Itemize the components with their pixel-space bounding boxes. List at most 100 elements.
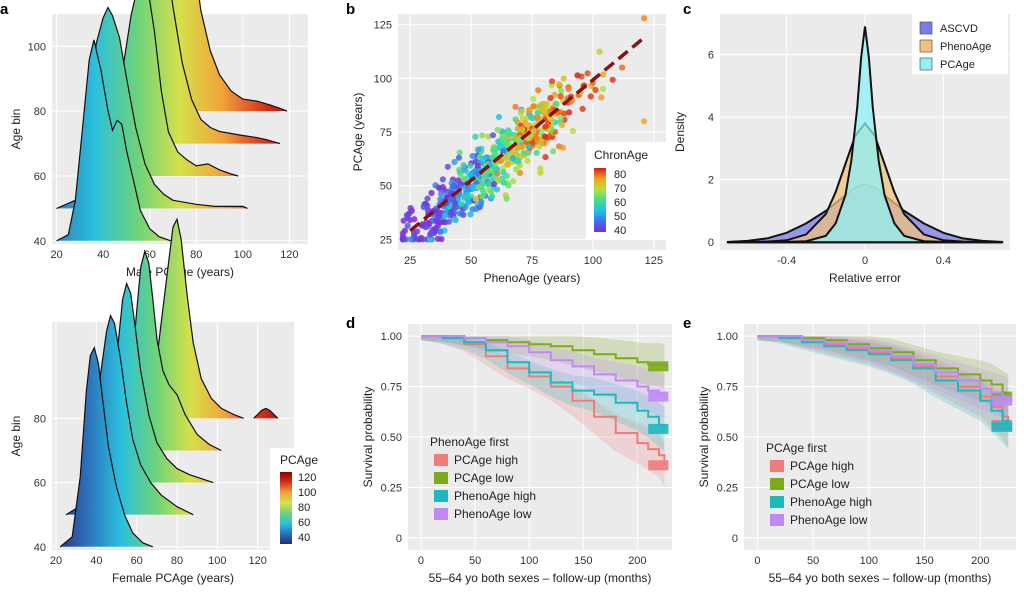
scatter-point [458, 200, 465, 207]
scatter-point [478, 198, 485, 206]
scatter-point [489, 193, 496, 200]
legend-entry: PCAge low [790, 477, 850, 491]
scatter-point [535, 87, 542, 94]
y-tick-label: 80 [34, 413, 46, 425]
scatter-point [469, 206, 476, 213]
scatter-point [505, 130, 512, 137]
scatter-point [504, 161, 511, 168]
scatter-point [598, 94, 605, 101]
scatter-point [414, 228, 421, 235]
legend-entry: PhenoAge high [454, 489, 536, 503]
panel-label: e [683, 315, 691, 332]
scatter-point [485, 133, 492, 140]
scatter-point [489, 132, 497, 139]
x-axis-label: Relative error [829, 271, 901, 285]
scatter-point [559, 122, 566, 129]
x-tick-label: 100 [520, 555, 538, 567]
x-tick-label: 0.4 [936, 255, 951, 267]
scatter-point [494, 126, 501, 133]
legend-tick: 100 [298, 487, 316, 499]
scatter-point [534, 114, 541, 121]
x-axis-label: PhenoAge (years) [484, 271, 581, 285]
plot-b: 25 50 75 100 125 25 50 75 100 125 PhenoAge (years)… [346, 1, 668, 285]
scatter-point [558, 87, 565, 95]
x-tick-label: 60 [131, 555, 143, 567]
scatter-point [505, 182, 512, 189]
legend-tick: 80 [298, 502, 310, 514]
y-tick-label: 0.50 [717, 432, 738, 444]
scatter-point [444, 163, 451, 170]
scatter-point [494, 186, 501, 193]
scatter-point [548, 78, 556, 85]
scatter-point [453, 204, 460, 211]
scatter-point [415, 236, 422, 243]
fit-line [409, 38, 643, 233]
censor-marks [648, 460, 669, 471]
scatter-point [534, 109, 541, 116]
scatter-point [541, 133, 549, 140]
scatter-point [584, 70, 591, 77]
legend-tick: 80 [614, 169, 626, 181]
scatter-point [547, 95, 554, 102]
survival-curve-3 [757, 335, 1010, 401]
scatter-point [556, 81, 563, 88]
y-tick-label: 0.25 [381, 482, 402, 494]
y-tick-label: 100 [28, 41, 46, 53]
scatter-point [469, 183, 476, 190]
scatter-point [435, 210, 443, 217]
scatter-point [468, 171, 475, 178]
scatter-point [528, 113, 535, 120]
scatter-point [587, 93, 594, 100]
x-tick-label: 0 [754, 555, 760, 567]
panel-label: a [0, 1, 9, 18]
scatter-point [555, 143, 563, 150]
y-axis-label: Density [673, 112, 687, 152]
scatter-point [434, 235, 442, 242]
scatter-point [538, 140, 545, 147]
legend-entry: PhenoAge [940, 41, 991, 53]
survival-curve-2 [421, 335, 666, 429]
y-axis-label: Survival probability [697, 387, 711, 488]
x-axis-label: 55–64 yo both sexes – follow-up (months) [429, 571, 652, 585]
legend-entry: PCAge low [454, 471, 514, 485]
y-tick-label: 2 [708, 175, 714, 187]
x-tick-label: 125 [645, 255, 663, 267]
legend-entry: PhenoAge low [454, 507, 532, 521]
x-tick-label: 0 [418, 555, 424, 567]
scatter-point [514, 144, 521, 151]
survival-curve-3 [421, 335, 666, 397]
scatter-point [533, 134, 540, 141]
scatter-point [476, 204, 483, 211]
y-tick-label: 0 [396, 533, 402, 545]
scatter-point [520, 149, 527, 156]
legend-tick: 60 [298, 517, 310, 529]
scatter-point [404, 222, 411, 229]
ci-band [757, 336, 1009, 448]
ridge-area-80 [253, 408, 278, 419]
scatter-point [516, 126, 523, 133]
legend-entry: PhenoAge high [790, 495, 872, 509]
scatter-point [475, 146, 482, 153]
scatter-point [530, 95, 537, 102]
scatter-point [479, 180, 486, 187]
x-tick-label: 150 [915, 555, 933, 567]
legend-tick: 70 [614, 183, 626, 195]
censor-marks [648, 423, 669, 434]
scatter-point [512, 103, 519, 110]
scatter-point [530, 128, 537, 135]
plot-d: 0 50 100 150 200 0 0.25 0.50 0.75 1.00 55–64 yo bo… [346, 315, 672, 585]
plot-a-bottom: 20 40 60 80 100 120 40 60 80 Female PCAge (years)… [9, 217, 330, 585]
y-axis-label: Age bin [9, 416, 23, 457]
scatter-point [433, 217, 440, 224]
scatter-point [437, 196, 444, 203]
scatter-point [460, 162, 467, 169]
legend-swatch [770, 514, 784, 526]
scatter-point [467, 162, 474, 169]
scatter-point [460, 211, 467, 218]
scatter-point [533, 149, 540, 156]
y-tick-label: 0 [732, 533, 738, 545]
scatter-point [456, 149, 463, 156]
scatter-point [596, 48, 603, 55]
scatter-point [592, 86, 599, 94]
